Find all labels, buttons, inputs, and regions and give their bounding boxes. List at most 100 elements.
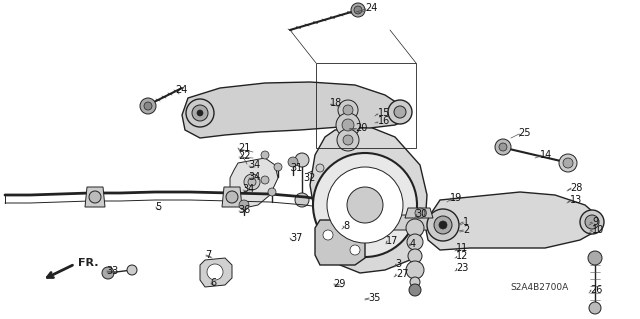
Circle shape (313, 153, 417, 257)
Circle shape (394, 106, 406, 118)
Circle shape (274, 163, 282, 171)
Text: 28: 28 (570, 183, 582, 193)
Text: 5: 5 (155, 202, 161, 212)
Circle shape (316, 164, 324, 172)
Text: 17: 17 (386, 236, 398, 246)
Circle shape (343, 135, 353, 145)
Circle shape (406, 219, 424, 237)
Circle shape (89, 191, 101, 203)
Circle shape (409, 284, 421, 296)
Circle shape (495, 139, 511, 155)
Text: 19: 19 (450, 193, 462, 203)
Text: 4: 4 (410, 239, 416, 249)
Polygon shape (390, 215, 440, 230)
Circle shape (207, 264, 223, 280)
Circle shape (244, 174, 260, 190)
Circle shape (268, 188, 276, 196)
Polygon shape (315, 220, 365, 265)
Text: 27: 27 (396, 269, 408, 279)
Circle shape (589, 302, 601, 314)
Polygon shape (405, 208, 433, 218)
Circle shape (588, 251, 602, 265)
Circle shape (248, 178, 256, 186)
Circle shape (197, 110, 203, 116)
Circle shape (410, 277, 420, 287)
Polygon shape (200, 258, 232, 287)
Text: 6: 6 (210, 278, 216, 288)
Text: S2A4B2700A: S2A4B2700A (510, 283, 568, 292)
Polygon shape (222, 187, 242, 207)
Circle shape (585, 215, 599, 229)
Text: 25: 25 (518, 128, 531, 138)
Text: 9: 9 (592, 217, 598, 227)
Circle shape (415, 208, 425, 218)
Circle shape (406, 261, 424, 279)
Text: 34: 34 (242, 184, 254, 194)
Polygon shape (425, 192, 600, 250)
Circle shape (351, 3, 365, 17)
Circle shape (354, 6, 362, 14)
Text: 2: 2 (463, 225, 469, 235)
Text: 10: 10 (592, 225, 604, 235)
Text: 29: 29 (333, 279, 346, 289)
Text: 24: 24 (365, 3, 378, 13)
Text: 16: 16 (378, 116, 390, 126)
Circle shape (261, 176, 269, 184)
Circle shape (388, 100, 412, 124)
Circle shape (192, 105, 208, 121)
Circle shape (295, 193, 309, 207)
Text: 23: 23 (456, 263, 468, 273)
Circle shape (427, 209, 459, 241)
Text: 32: 32 (303, 173, 316, 183)
Text: 22: 22 (238, 151, 250, 161)
Circle shape (559, 154, 577, 172)
Text: 21: 21 (238, 143, 250, 153)
Polygon shape (182, 82, 410, 138)
Circle shape (343, 105, 353, 115)
Circle shape (127, 265, 137, 275)
Circle shape (580, 210, 604, 234)
Circle shape (323, 230, 333, 240)
Circle shape (295, 153, 309, 167)
Text: 36: 36 (238, 205, 250, 215)
Text: 20: 20 (355, 123, 367, 133)
Text: 37: 37 (290, 233, 302, 243)
Polygon shape (230, 158, 278, 208)
Circle shape (144, 102, 152, 110)
Circle shape (408, 249, 422, 263)
Polygon shape (85, 187, 105, 207)
Text: 30: 30 (415, 209, 428, 219)
Text: 12: 12 (456, 251, 468, 261)
Polygon shape (310, 127, 427, 273)
Text: 11: 11 (456, 243, 468, 253)
Text: 34: 34 (248, 172, 260, 182)
Circle shape (338, 100, 358, 120)
Circle shape (336, 113, 360, 137)
Circle shape (186, 99, 214, 127)
Text: 33: 33 (106, 266, 118, 276)
Circle shape (102, 267, 114, 279)
Text: 15: 15 (378, 108, 390, 118)
Text: 18: 18 (330, 98, 342, 108)
Text: 8: 8 (343, 221, 349, 231)
Circle shape (434, 216, 452, 234)
Text: FR.: FR. (78, 258, 99, 268)
Circle shape (563, 158, 573, 168)
Circle shape (226, 191, 238, 203)
Text: 24: 24 (175, 85, 188, 95)
Circle shape (337, 129, 359, 151)
Circle shape (347, 187, 383, 223)
Text: 1: 1 (463, 217, 469, 227)
Text: 3: 3 (395, 259, 401, 269)
Text: 34: 34 (248, 160, 260, 170)
Circle shape (288, 157, 298, 167)
Circle shape (439, 221, 447, 229)
Text: 7: 7 (205, 250, 211, 260)
Circle shape (327, 167, 403, 243)
Text: 13: 13 (570, 195, 582, 205)
Text: 35: 35 (368, 293, 380, 303)
Circle shape (140, 98, 156, 114)
Text: 26: 26 (590, 285, 602, 295)
Circle shape (499, 143, 507, 151)
Circle shape (407, 234, 423, 250)
